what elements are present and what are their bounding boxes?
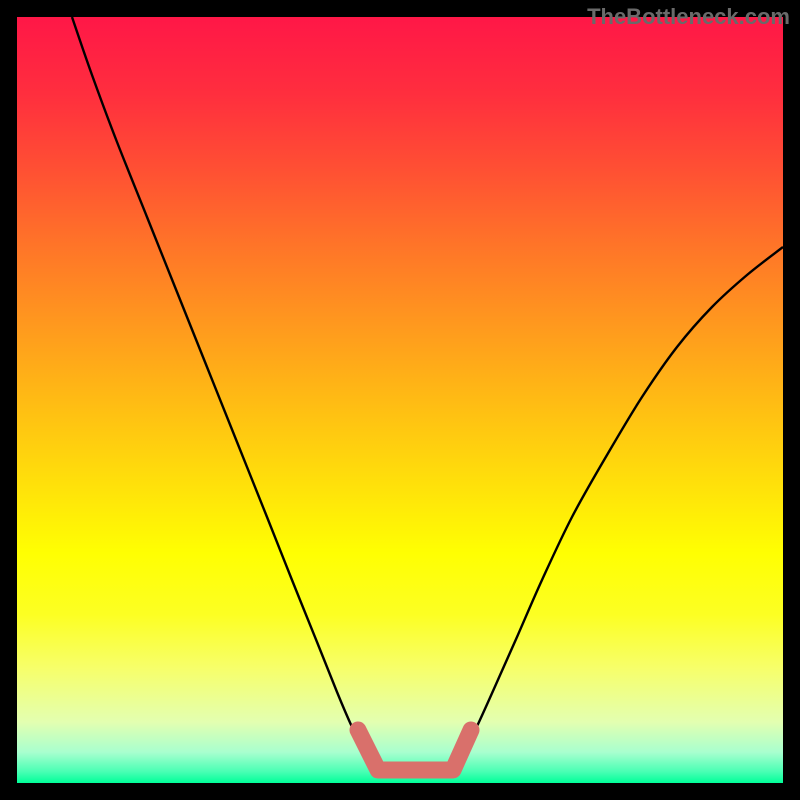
bottleneck-chart: TheBottleneck.com: [0, 0, 800, 800]
watermark-text: TheBottleneck.com: [587, 4, 790, 30]
plot-area: [17, 17, 783, 783]
chart-svg: [17, 17, 783, 783]
